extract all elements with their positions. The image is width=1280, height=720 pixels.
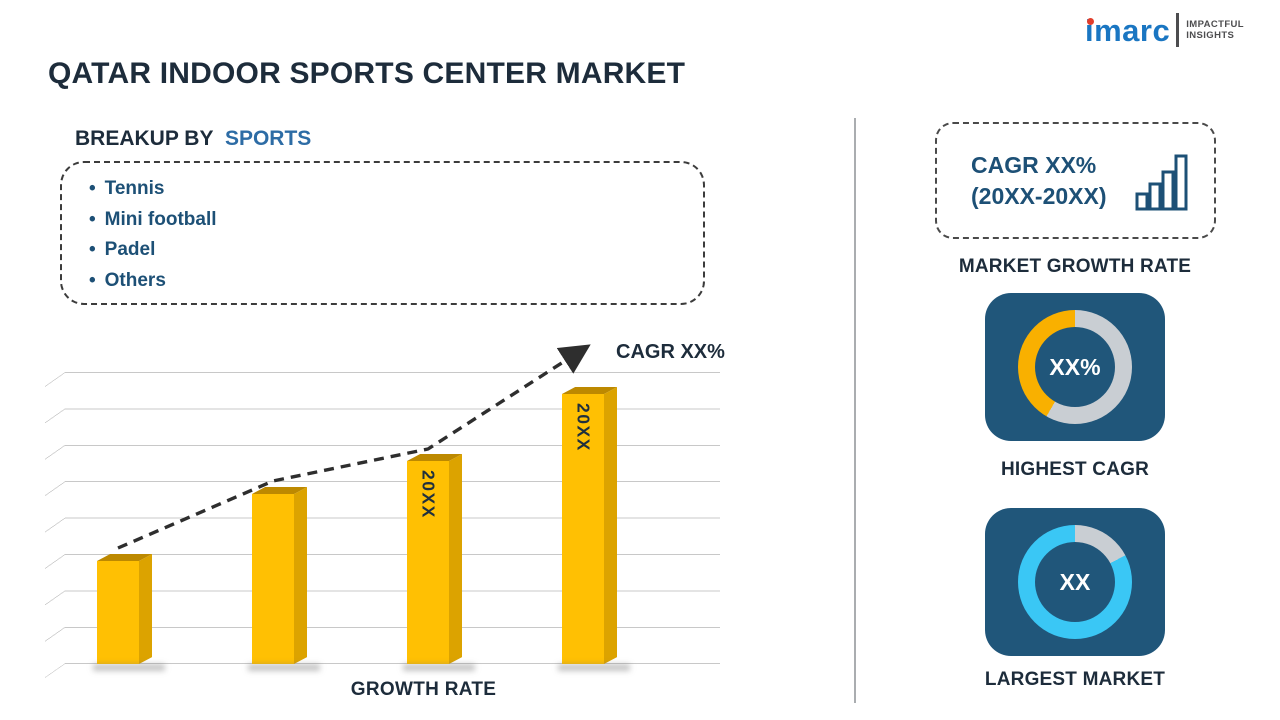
largest-market-value: XX: [1059, 568, 1091, 595]
logo-brand-word: imarc: [1084, 12, 1171, 48]
bar-value-label: 20XX: [418, 470, 439, 519]
bar-shadow: [248, 664, 320, 671]
logo-tagline-line2: INSIGHTS: [1186, 30, 1235, 41]
logo-red-dot-icon: [1086, 17, 1094, 25]
breakup-list: • Tennis • Mini football • Padel • Other…: [89, 174, 683, 296]
page-title: QATAR INDOOR SPORTS CENTER MARKET: [48, 57, 686, 90]
chart-xlabel: GROWTH RATE: [350, 679, 497, 700]
bar-4: 20XX: [558, 394, 630, 671]
breakup-item-label: Others: [104, 269, 166, 291]
breakup-item: • Others: [89, 266, 683, 297]
breakup-list-box: • Tennis • Mini football • Padel • Other…: [60, 161, 705, 305]
breakup-item-label: Mini football: [104, 208, 217, 230]
breakup-heading-highlight: SPORTS: [224, 127, 312, 150]
bar-shadow: [403, 664, 475, 671]
highest-cagr-label: HIGHEST CAGR: [1000, 459, 1150, 480]
logo-tagline-line1: IMPACTFUL: [1186, 18, 1244, 30]
imarc-logo: imarc IMPACTFUL INSIGHTS: [1085, 13, 1244, 47]
bar-value-label: 20XX: [573, 403, 594, 452]
breakup-item-label: Tennis: [104, 178, 165, 199]
bar-chart-bars: 20XX 20XX: [93, 394, 630, 671]
breakup-item: • Padel: [89, 235, 683, 266]
logo-tagline: IMPACTFUL INSIGHTS: [1186, 19, 1244, 42]
breakup-item: • Mini football: [89, 205, 683, 236]
bullet-icon: •: [89, 178, 96, 199]
imarc-logo-text: imarc: [1085, 15, 1170, 46]
market-growth-label: MARKET GROWTH RATE: [958, 256, 1192, 277]
breakup-heading-prefix: BREAKUP BY: [75, 127, 214, 150]
bullet-icon: •: [89, 269, 96, 291]
bar-shadow: [558, 664, 630, 671]
largest-market-card: XX: [985, 508, 1165, 656]
bar-shadow: [93, 664, 165, 671]
breakup-item-label: Padel: [104, 239, 156, 260]
bar-2: [248, 494, 320, 671]
bullet-icon: •: [89, 239, 96, 260]
cagr-value: CAGR XX%: [971, 151, 1097, 178]
market-growth-text: CAGR XX% (20XX-20XX): [971, 150, 1107, 212]
market-growth-box: CAGR XX% (20XX-20XX): [935, 122, 1216, 239]
bar-3: 20XX: [403, 461, 475, 671]
largest-market-label: LARGEST MARKET: [984, 669, 1166, 690]
cagr-annotation: CAGR XX%: [616, 341, 725, 363]
bar-1: [93, 561, 165, 671]
bullet-icon: •: [89, 208, 96, 230]
breakup-heading: BREAKUP BY SPORTS: [75, 127, 311, 151]
largest-market-donut: XX: [1018, 525, 1132, 639]
highest-cagr-card: XX%: [985, 293, 1165, 441]
bar-growth-icon: [1135, 154, 1188, 210]
growth-rate-chart: 20XX 20XX: [45, 372, 720, 679]
highest-cagr-value: XX%: [1049, 353, 1101, 380]
highest-cagr-donut: XX%: [1018, 310, 1132, 424]
breakup-item: • Tennis: [89, 174, 683, 205]
section-divider: [854, 118, 856, 703]
cagr-period: (20XX-20XX): [971, 182, 1107, 209]
chart-grid-depth: [45, 372, 65, 679]
logo-separator: [1176, 13, 1180, 47]
